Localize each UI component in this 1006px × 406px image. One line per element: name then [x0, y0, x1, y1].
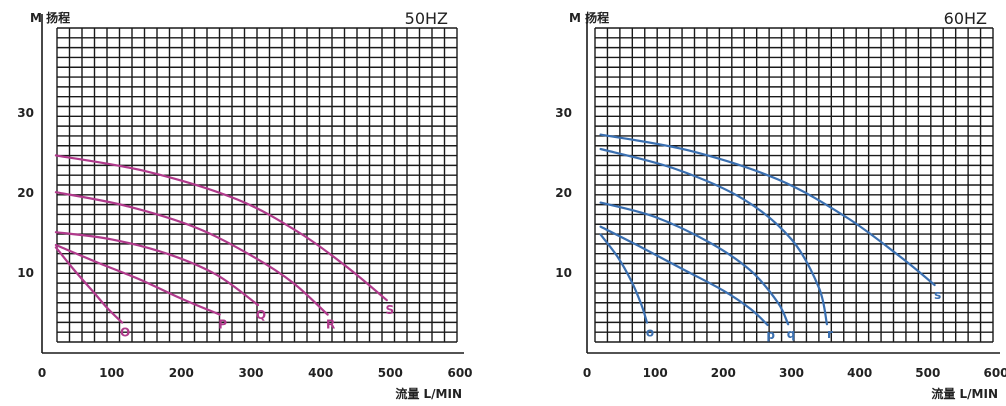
x-tick-label: 600	[447, 366, 472, 380]
series-label-o: O	[120, 326, 130, 340]
series-line-q	[599, 201, 790, 326]
x-tick-label: 100	[99, 366, 124, 380]
x-tick-label: 200	[711, 366, 736, 380]
x-tick-label: 500	[378, 366, 403, 380]
series-label-q: Q	[256, 308, 266, 322]
series-line-q	[54, 231, 260, 307]
series-label-r: r	[827, 327, 833, 341]
series-label-r: R	[326, 318, 335, 332]
x-tick-label: 400	[847, 366, 872, 380]
x-tick-label: 200	[169, 366, 194, 380]
chart-title: 50HZ	[405, 9, 448, 28]
chart-panel-50hz: 0 100 200 300 400 500 600 10 20 30 M 扬程流量 L/MIN 50H…	[17, 9, 472, 401]
y-tick-label: 20	[17, 186, 34, 200]
y-tick-label: 20	[555, 186, 572, 200]
series-label-o: o	[646, 326, 654, 340]
x-tick-label: 600	[983, 366, 1006, 380]
x-tick-label: 300	[779, 366, 804, 380]
x-axis-label: 流量 L/MIN	[395, 386, 462, 401]
x-tick-label: 500	[915, 366, 940, 380]
series-line-p	[54, 243, 221, 316]
series-label-s: s	[934, 288, 941, 302]
x-tick-label: 100	[643, 366, 668, 380]
x-tick-label: 0	[38, 366, 46, 380]
x-axis-label: 流量 L/MIN	[931, 386, 998, 401]
y-tick-label: 30	[17, 106, 34, 120]
series-label-p: P	[218, 318, 227, 332]
x-tick-label: 400	[308, 366, 333, 380]
series-line-r	[599, 147, 828, 326]
chart-panel-60hz: 0 100 200 300 400 500 600 10 20 30 M 扬程流量 L/MIN 60H…	[503, 0, 1006, 406]
grid-50hz	[56, 27, 458, 343]
y-axis-label: M 扬程	[30, 10, 70, 25]
y-tick-label: 30	[555, 106, 572, 120]
series-line-r	[54, 191, 329, 316]
y-axis-label: M 扬程	[569, 10, 609, 25]
grid-60hz	[594, 27, 994, 343]
x-tick-label: 0	[583, 366, 591, 380]
series-line-o	[599, 233, 649, 324]
series-line-o	[54, 246, 124, 324]
series-label-s: S	[386, 303, 395, 317]
x-tick-label: 300	[238, 366, 263, 380]
y-tick-label: 10	[17, 266, 34, 280]
series-line-p	[599, 225, 769, 327]
series-line-s	[54, 154, 388, 302]
series-line-s	[599, 133, 936, 287]
chart-title: 60HZ	[944, 9, 987, 28]
series-label-q: q	[787, 327, 796, 341]
series-label-p: p	[766, 328, 775, 342]
y-tick-label: 10	[555, 266, 572, 280]
